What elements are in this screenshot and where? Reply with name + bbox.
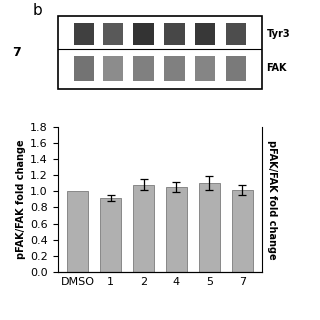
- Bar: [164, 56, 185, 81]
- Bar: [164, 23, 185, 45]
- Y-axis label: pFAK/FAK fold change: pFAK/FAK fold change: [267, 140, 276, 259]
- Bar: [195, 56, 215, 81]
- Bar: [74, 56, 94, 81]
- Text: 7: 7: [12, 46, 21, 59]
- Y-axis label: pFAK/FAK fold change: pFAK/FAK fold change: [16, 140, 26, 259]
- Bar: [226, 56, 246, 81]
- Text: Tyr3: Tyr3: [267, 29, 290, 39]
- Bar: [133, 23, 154, 45]
- Bar: [133, 56, 154, 81]
- Bar: [166, 187, 187, 272]
- Bar: [195, 23, 215, 45]
- Bar: [226, 23, 246, 45]
- Text: FAK: FAK: [267, 63, 287, 73]
- Bar: [100, 198, 121, 272]
- Bar: [103, 56, 123, 81]
- Bar: [232, 190, 253, 272]
- Bar: [74, 23, 94, 45]
- Bar: [199, 183, 220, 272]
- Bar: [67, 191, 88, 272]
- Text: b: b: [33, 3, 43, 18]
- Bar: [103, 23, 123, 45]
- Bar: [133, 185, 154, 272]
